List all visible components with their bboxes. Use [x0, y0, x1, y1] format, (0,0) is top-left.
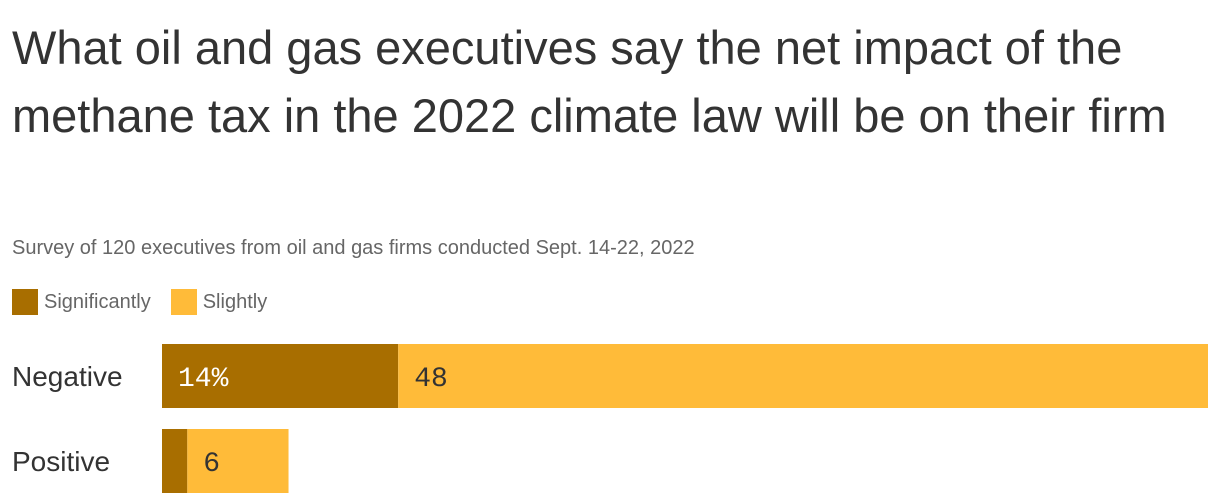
bar-negative-slightly — [398, 344, 1208, 408]
legend-item-significantly: Significantly — [12, 289, 151, 315]
legend: Significantly Slightly — [12, 289, 287, 315]
legend-label-significantly: Significantly — [44, 290, 151, 313]
chart-subtitle: Survey of 120 executives from oil and ga… — [12, 237, 695, 259]
legend-label-slightly: Slightly — [202, 290, 268, 313]
legend-item-slightly: Slightly — [170, 289, 268, 315]
value-label-negative-significantly: 14% — [178, 364, 229, 395]
bar-positive-significantly — [162, 429, 188, 493]
chart-title: What oil and gas executives say the net … — [12, 21, 1167, 142]
value-label-positive-slightly: 6 — [203, 449, 220, 480]
value-label-negative-slightly: 48 — [414, 364, 448, 395]
legend-swatch-slightly — [170, 289, 197, 315]
bar-chart: Negative 14% 48 Positive 6 — [12, 344, 1208, 493]
category-label-positive: Positive — [12, 446, 110, 477]
bar-negative-significantly — [162, 344, 399, 408]
category-label-negative: Negative — [12, 361, 123, 392]
bar-positive-slightly — [187, 429, 289, 493]
legend-swatch-significantly — [12, 289, 38, 315]
